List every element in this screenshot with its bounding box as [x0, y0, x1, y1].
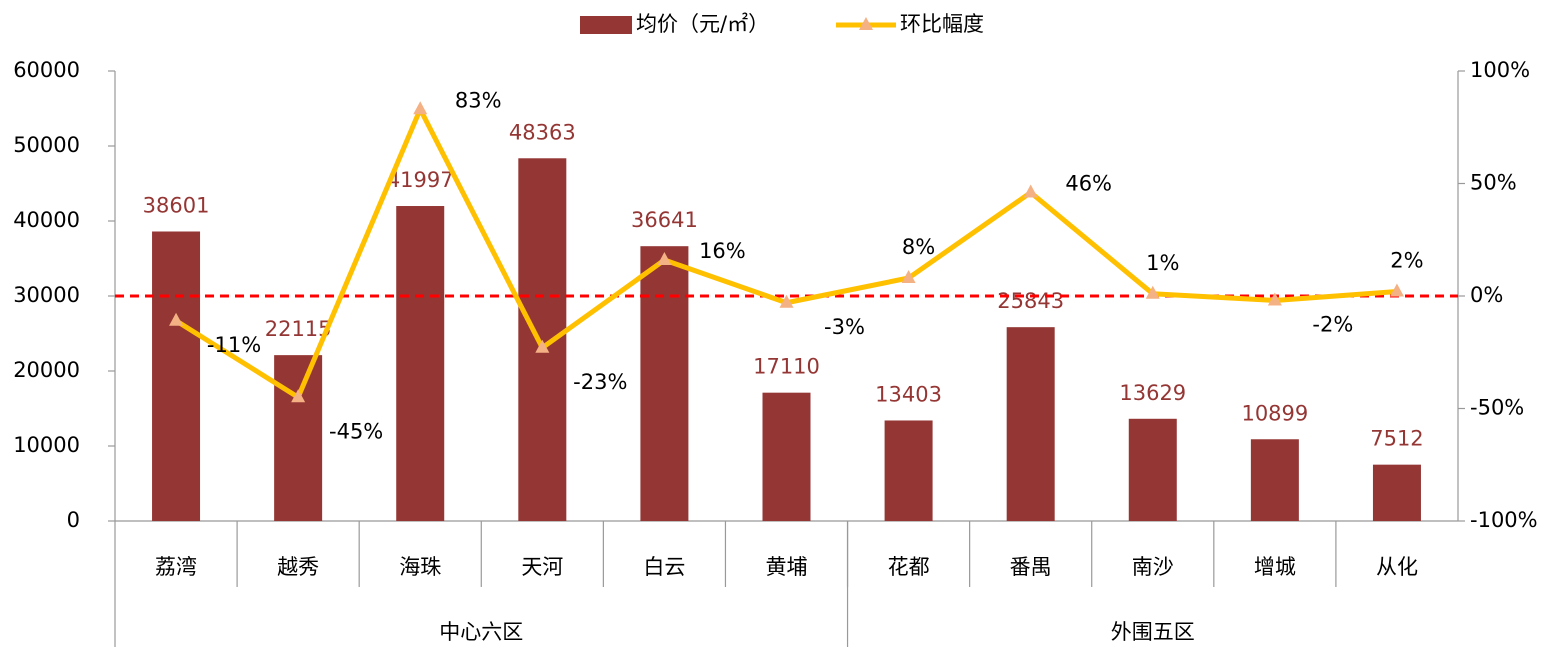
line-marker — [779, 294, 794, 308]
y2-tick-label: 100% — [1470, 58, 1530, 82]
bar — [1250, 439, 1299, 521]
x-tick-label: 黄埔 — [766, 555, 808, 579]
line-value-label: -23% — [573, 370, 627, 394]
y2-tick-label: 0% — [1470, 283, 1503, 307]
x-tick-label: 南沙 — [1132, 555, 1174, 579]
bar-value-label: 36641 — [631, 208, 698, 232]
line-value-label: 2% — [1390, 249, 1423, 273]
y-tick-label: 50000 — [13, 133, 80, 157]
y2-tick-label: -50% — [1470, 396, 1524, 420]
bar-value-label: 38601 — [143, 193, 210, 217]
legend-label: 均价（元/㎡） — [636, 12, 769, 36]
y2-tick-label: 50% — [1470, 171, 1517, 195]
line-value-label: -11% — [207, 333, 261, 357]
bar-value-label: 41997 — [387, 168, 454, 192]
bar-value-label: 7512 — [1370, 427, 1423, 451]
line-value-label: -2% — [1312, 313, 1353, 337]
line-value-label: 83% — [455, 88, 502, 112]
x-tick-label: 海珠 — [399, 555, 441, 579]
group-label: 外围五区 — [1111, 620, 1195, 644]
line-marker — [1267, 292, 1282, 306]
line-value-label: -45% — [329, 419, 383, 443]
line-value-label: -3% — [824, 315, 865, 339]
y-tick-label: 60000 — [13, 58, 80, 82]
x-tick-label: 从化 — [1376, 555, 1418, 579]
y-tick-label: 0 — [67, 508, 80, 532]
line-marker — [1023, 184, 1038, 198]
y-tick-label: 30000 — [13, 283, 80, 307]
bar — [1006, 327, 1055, 521]
line-marker — [169, 312, 184, 326]
group-label: 中心六区 — [439, 620, 523, 644]
line-marker — [413, 101, 428, 115]
bar — [396, 206, 445, 521]
line-marker — [901, 270, 916, 283]
y-tick-label: 40000 — [13, 208, 80, 232]
bar-value-label: 10899 — [1241, 401, 1308, 425]
bar — [518, 158, 567, 521]
x-tick-label: 白云 — [643, 555, 685, 579]
bar — [274, 355, 323, 521]
x-tick-label: 越秀 — [277, 555, 319, 579]
y2-tick-label: -100% — [1470, 508, 1538, 532]
bar — [884, 420, 933, 521]
line-marker — [657, 252, 672, 265]
x-tick-label: 天河 — [521, 555, 563, 579]
line-value-label: 16% — [699, 239, 746, 263]
bar — [1372, 464, 1421, 521]
bar-value-label: 22115 — [265, 317, 332, 341]
bar-value-label: 13629 — [1119, 381, 1186, 405]
bar — [152, 231, 201, 521]
legend-label: 环比幅度 — [900, 12, 984, 36]
bar — [1128, 418, 1177, 521]
x-tick-label: 增城 — [1254, 555, 1296, 579]
line-value-label: 1% — [1146, 251, 1179, 275]
bar-value-label: 25843 — [997, 289, 1064, 313]
line-marker — [1389, 283, 1404, 297]
line-marker — [1145, 285, 1160, 299]
bar-value-label: 17110 — [753, 355, 820, 379]
legend-swatch — [580, 16, 632, 34]
line-marker — [535, 339, 550, 353]
bar — [640, 246, 689, 521]
bar — [762, 392, 811, 521]
bar-value-label: 13403 — [875, 382, 942, 406]
legend-marker — [859, 17, 873, 30]
x-tick-label: 番禺 — [1010, 555, 1052, 579]
line-marker — [291, 389, 306, 403]
y-tick-label: 10000 — [13, 433, 80, 457]
line-value-label: 8% — [902, 235, 935, 259]
y-tick-label: 20000 — [13, 358, 80, 382]
bar-value-label: 48363 — [509, 120, 576, 144]
x-tick-label: 荔湾 — [155, 555, 197, 579]
x-tick-label: 花都 — [888, 555, 930, 579]
line-value-label: 46% — [1065, 172, 1112, 196]
